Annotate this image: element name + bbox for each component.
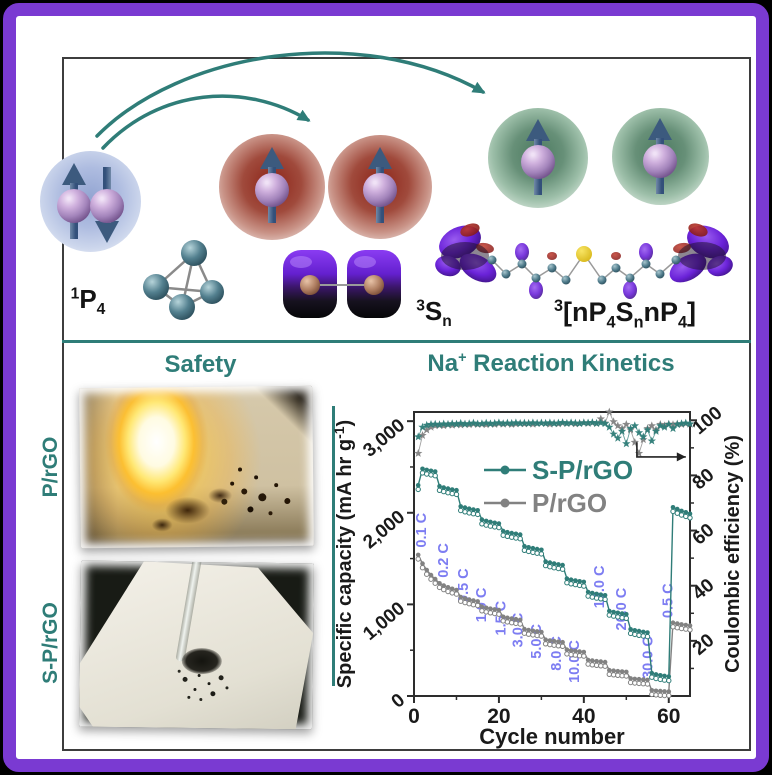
- product-orbital-chain-icon: [435, 223, 733, 299]
- cycling-performance-chart: 0 1,000 2,000 3,000 0 20 40 60 20 40 60 80 100 0.1 C 0…: [334, 403, 744, 749]
- series-p-rgo-efficiency: [414, 407, 695, 457]
- right-axis-title: Coulombic efficiency (%): [722, 435, 744, 673]
- electron-sphere: [255, 173, 289, 207]
- efficiency-axis-arrow: [636, 442, 686, 458]
- sn-orbital-icon: [283, 250, 401, 318]
- spin-up-arrow-icon: [643, 118, 677, 198]
- arrow-p4-to-sn: [101, 94, 311, 150]
- rate-label: 20.0 C: [614, 587, 630, 630]
- rate-label: 0.5 C: [661, 583, 677, 618]
- spin-up-arrow-icon: [255, 147, 289, 227]
- series-p-rgo-capacity: [415, 552, 693, 699]
- prgo-label: P/rGO: [39, 436, 62, 498]
- safety-chart-divider: [332, 406, 335, 686]
- spin-up-arrow-icon: [57, 163, 91, 243]
- right-tick-label: 60: [689, 520, 719, 550]
- electron-sphere: [90, 189, 124, 223]
- p4-singlet-spin-circle: [40, 151, 141, 252]
- rate-label: 0.2 C: [436, 543, 452, 578]
- rate-label: 0.1 C: [414, 512, 430, 547]
- electron-sphere: [643, 144, 677, 178]
- p4-molecule-icon: [143, 240, 224, 320]
- spin-up-arrow-icon: [521, 119, 555, 199]
- prgo-flammability-photo: [79, 385, 314, 549]
- right-tick-label: 20: [689, 630, 719, 660]
- left-tick-label: 2,000: [359, 507, 409, 554]
- right-tick-label: 80: [689, 465, 719, 495]
- sn-triplet-spin-circle-1: [219, 134, 325, 240]
- rate-label: 5.0 C: [529, 624, 545, 659]
- electron-sphere: [57, 189, 91, 223]
- x-tick-label: 0: [408, 705, 420, 728]
- electron-sphere: [363, 173, 397, 207]
- x-axis-title: Cycle number: [479, 724, 625, 749]
- product-label: 3[nP4SnnP4]: [554, 297, 696, 332]
- left-tick-label: 3,000: [359, 415, 409, 462]
- rate-label: 10.0 C: [567, 640, 583, 683]
- powder-speckles: [197, 674, 201, 678]
- sprgo-label: S-P/rGO: [39, 602, 62, 684]
- sulfur-atom: [576, 246, 592, 262]
- spin-up-arrow-icon: [363, 147, 397, 227]
- x-tick-label: 20: [487, 705, 510, 728]
- plot-frame: [413, 411, 691, 697]
- legend-label: S-P/rGO: [532, 455, 633, 485]
- right-tick-label: 40: [689, 575, 719, 605]
- sprgo-nonflammable-photo: [78, 560, 315, 730]
- rate-label: 0.5 C: [456, 568, 472, 603]
- powder-pile: [181, 647, 222, 675]
- rate-label: 30.0 C: [641, 636, 657, 679]
- product-triplet-spin-circle-2: [612, 108, 709, 205]
- p4-label: 1P4: [70, 284, 106, 319]
- series-s-p-rgo-efficiency: [414, 418, 695, 448]
- sn-label: 3Sn: [416, 296, 452, 331]
- section-divider: [62, 340, 751, 343]
- left-tick-label: 0: [388, 690, 410, 713]
- sn-triplet-spin-circle-2: [328, 135, 432, 239]
- product-triplet-spin-circle-1: [488, 108, 588, 208]
- safety-header: Safety: [164, 351, 237, 378]
- series-s-p-rgo-capacity: [415, 466, 693, 684]
- x-tick-label: 60: [657, 705, 680, 728]
- burning-debris-speckles: [230, 481, 235, 486]
- reaction-arrows: [95, 51, 486, 150]
- left-tick-label: 1,000: [359, 598, 409, 645]
- right-tick-label: 100: [689, 403, 727, 439]
- kinetics-header: Na+ Reaction Kinetics: [427, 350, 675, 377]
- spin-down-arrow-icon: [90, 163, 124, 243]
- electron-sphere: [521, 145, 555, 179]
- arrow-p4-to-product: [95, 51, 486, 138]
- x-tick-label: 40: [572, 705, 595, 728]
- left-axis-title: Specific capacity (mA hr g-1): [334, 420, 356, 688]
- legend-label: P/rGO: [532, 488, 607, 518]
